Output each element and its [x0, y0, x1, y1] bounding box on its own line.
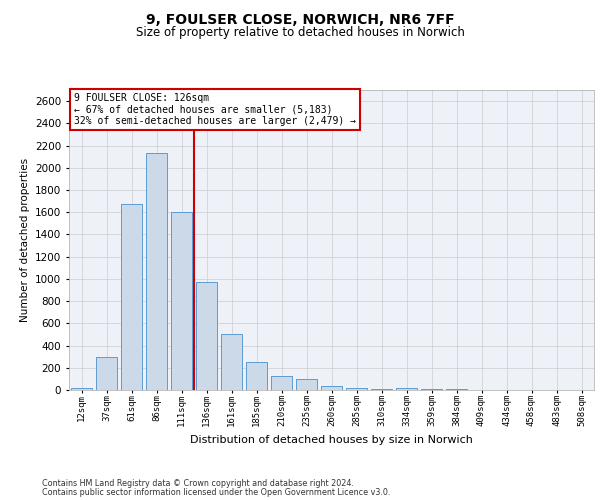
Text: 9, FOULSER CLOSE, NORWICH, NR6 7FF: 9, FOULSER CLOSE, NORWICH, NR6 7FF: [146, 12, 454, 26]
Text: 9 FOULSER CLOSE: 126sqm
← 67% of detached houses are smaller (5,183)
32% of semi: 9 FOULSER CLOSE: 126sqm ← 67% of detache…: [74, 93, 356, 126]
Bar: [171, 212, 192, 390]
X-axis label: Distribution of detached houses by size in Norwich: Distribution of detached houses by size …: [190, 434, 473, 445]
Bar: [396, 388, 417, 390]
Bar: [221, 334, 242, 390]
Bar: [346, 388, 367, 390]
Bar: [71, 388, 92, 390]
Bar: [196, 282, 217, 390]
Y-axis label: Number of detached properties: Number of detached properties: [20, 158, 29, 322]
Bar: [246, 362, 267, 390]
Bar: [271, 376, 292, 390]
Bar: [371, 389, 392, 390]
Bar: [96, 356, 117, 390]
Bar: [321, 386, 342, 390]
Bar: [296, 379, 317, 390]
Bar: [146, 154, 167, 390]
Text: Size of property relative to detached houses in Norwich: Size of property relative to detached ho…: [136, 26, 464, 39]
Bar: [121, 204, 142, 390]
Text: Contains public sector information licensed under the Open Government Licence v3: Contains public sector information licen…: [42, 488, 391, 497]
Text: Contains HM Land Registry data © Crown copyright and database right 2024.: Contains HM Land Registry data © Crown c…: [42, 478, 354, 488]
